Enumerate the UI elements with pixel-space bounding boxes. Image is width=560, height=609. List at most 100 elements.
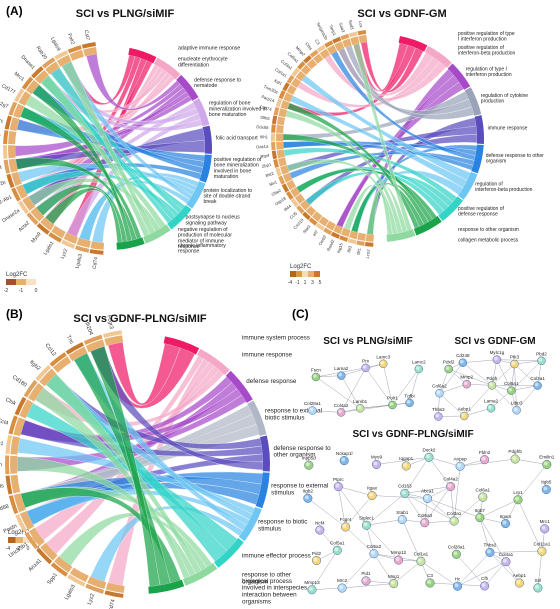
node-label: Itgb5 bbox=[541, 480, 552, 485]
network-edge bbox=[514, 363, 517, 411]
network-edge bbox=[365, 580, 394, 584]
node-highlight bbox=[363, 577, 367, 582]
ribbon bbox=[32, 84, 133, 242]
network-node: C3 bbox=[425, 573, 435, 588]
gene-arc bbox=[11, 171, 22, 187]
network-node: Itgb2 bbox=[303, 488, 313, 503]
node-highlight bbox=[304, 495, 309, 500]
network-node: Prx bbox=[361, 358, 370, 373]
term-label: regulation of bone mineralization involve… bbox=[209, 101, 267, 118]
node-highlight bbox=[534, 382, 539, 387]
network-edge bbox=[491, 363, 515, 386]
gene-label: Ifi204 bbox=[83, 321, 93, 336]
gene-arc bbox=[10, 436, 20, 455]
term-label: defense response bbox=[246, 378, 297, 385]
legend-tick: -2 bbox=[4, 288, 9, 294]
gene-arc bbox=[15, 184, 28, 199]
network-edge bbox=[510, 363, 515, 391]
gene-label: Mmp2 bbox=[295, 45, 307, 57]
gene-label: Fcgr3 bbox=[105, 315, 114, 330]
gene-label: Ctsk bbox=[4, 397, 17, 407]
gene-label: Irf7 bbox=[312, 229, 320, 237]
node-highlight bbox=[338, 372, 343, 377]
gene-arc bbox=[290, 77, 301, 88]
log2fc-band bbox=[357, 29, 367, 36]
legend-tick: -2 bbox=[16, 546, 21, 552]
node-highlight bbox=[502, 520, 507, 525]
chord-a1-ribbons bbox=[14, 53, 206, 243]
log2fc-band bbox=[273, 106, 280, 116]
gene-arc bbox=[10, 474, 21, 494]
node-highlight bbox=[313, 557, 318, 562]
node-label: Col6a3 bbox=[418, 513, 433, 518]
legend-swatch bbox=[302, 271, 308, 277]
node-highlight bbox=[427, 580, 431, 584]
term-label: negative regulation of production of mole… bbox=[178, 227, 232, 250]
node-highlight bbox=[494, 356, 498, 361]
gene-arc bbox=[312, 211, 323, 222]
node-label: Mmp2 bbox=[460, 375, 473, 380]
term-label: protein localization to site of double-st… bbox=[203, 188, 252, 205]
node-highlight bbox=[451, 518, 456, 522]
node-label: Pid1 bbox=[361, 571, 371, 576]
network-edge bbox=[490, 390, 512, 409]
gene-arc bbox=[276, 149, 285, 159]
network-node: Myo9 bbox=[371, 455, 382, 469]
network-node: Polr1 bbox=[387, 396, 398, 410]
legend-swatch bbox=[296, 271, 302, 277]
log2fc-band bbox=[278, 90, 286, 100]
gene-label: Oas1a bbox=[256, 144, 269, 150]
network-edge bbox=[366, 525, 375, 554]
network-edge bbox=[373, 553, 394, 584]
log2fc-band bbox=[49, 352, 67, 367]
term-arc bbox=[186, 181, 206, 209]
gene-arc bbox=[282, 172, 293, 183]
log2fc-band bbox=[31, 66, 44, 79]
node-label: Col1a1 bbox=[414, 552, 429, 557]
gene-label: Sod3 bbox=[348, 19, 355, 30]
node-highlight bbox=[454, 583, 459, 588]
gene-label: Xaf1 bbox=[273, 78, 284, 87]
log2fc-band bbox=[75, 245, 90, 253]
network-edge bbox=[515, 458, 547, 465]
network-edge bbox=[491, 385, 517, 411]
network-node: Fscn bbox=[311, 368, 321, 382]
gene-label: Zbp1 bbox=[261, 162, 272, 169]
log2fc-band bbox=[35, 364, 52, 382]
gene-label: Rsad2 bbox=[326, 238, 336, 252]
node-highlight bbox=[389, 402, 394, 406]
gene-label: Usp18 bbox=[274, 195, 287, 206]
legend-tick: 1 bbox=[304, 280, 307, 286]
log2fc-band bbox=[275, 167, 282, 177]
log2fc-band bbox=[297, 61, 306, 70]
network-node: Mmp13 bbox=[304, 580, 320, 595]
node-label: Thbs2 bbox=[484, 543, 497, 548]
gene-arc bbox=[8, 130, 17, 145]
gene-arc bbox=[27, 383, 44, 402]
network-edge bbox=[514, 363, 538, 386]
network-node: Mylc1g bbox=[490, 350, 505, 364]
log2fc-band bbox=[3, 130, 9, 144]
log2fc-band bbox=[348, 31, 358, 38]
network-node: Ncf4 bbox=[315, 520, 325, 535]
gene-label: Cd74 bbox=[108, 599, 116, 609]
gene-label: Stat1 bbox=[302, 223, 312, 234]
gene-arc bbox=[294, 193, 306, 205]
gene-label: Bst2 bbox=[265, 170, 275, 178]
node-highlight bbox=[508, 387, 513, 392]
log2fc-band bbox=[54, 50, 69, 61]
network-node: Mrc2 bbox=[337, 578, 348, 593]
network-edge bbox=[439, 368, 449, 394]
network-node: Dock2 bbox=[422, 447, 436, 462]
network-edge bbox=[439, 383, 467, 394]
network-edge bbox=[427, 498, 455, 522]
gene-label: Cst7 bbox=[83, 30, 91, 41]
node-highlight bbox=[489, 382, 493, 387]
node-highlight bbox=[463, 381, 468, 385]
node-label: Col11a1 bbox=[534, 541, 551, 546]
ribbon bbox=[35, 184, 128, 243]
legend-tick: 0 bbox=[35, 288, 38, 294]
gene-label: Tnc bbox=[65, 334, 75, 345]
log2fc-band bbox=[24, 531, 39, 550]
